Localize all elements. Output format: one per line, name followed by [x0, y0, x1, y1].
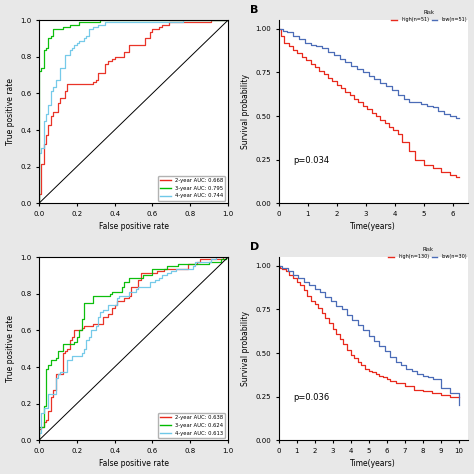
- Y-axis label: True positive rate: True positive rate: [6, 78, 15, 145]
- Text: B: B: [250, 5, 258, 15]
- Legend: high(n=51), low(n=51): high(n=51), low(n=51): [390, 8, 469, 24]
- Text: D: D: [250, 242, 259, 252]
- X-axis label: False positive rate: False positive rate: [99, 459, 168, 468]
- Legend: 2-year AUC: 0.668, 3-year AUC: 0.795, 4-year AUC: 0.744: 2-year AUC: 0.668, 3-year AUC: 0.795, 4-…: [158, 176, 225, 201]
- Y-axis label: True positive rate: True positive rate: [6, 315, 15, 382]
- X-axis label: Time(years): Time(years): [350, 222, 396, 231]
- X-axis label: False positive rate: False positive rate: [99, 222, 168, 231]
- Text: p=0.034: p=0.034: [294, 156, 330, 165]
- Legend: high(n=130), low(n=30): high(n=130), low(n=30): [386, 245, 469, 261]
- Legend: 2-year AUC: 0.638, 3-year AUC: 0.624, 4-year AUC: 0.613: 2-year AUC: 0.638, 3-year AUC: 0.624, 4-…: [158, 413, 225, 438]
- Y-axis label: Survival probability: Survival probability: [241, 74, 250, 149]
- Text: p=0.036: p=0.036: [294, 393, 330, 402]
- Y-axis label: Survival probability: Survival probability: [241, 311, 250, 386]
- X-axis label: Time(years): Time(years): [350, 459, 396, 468]
